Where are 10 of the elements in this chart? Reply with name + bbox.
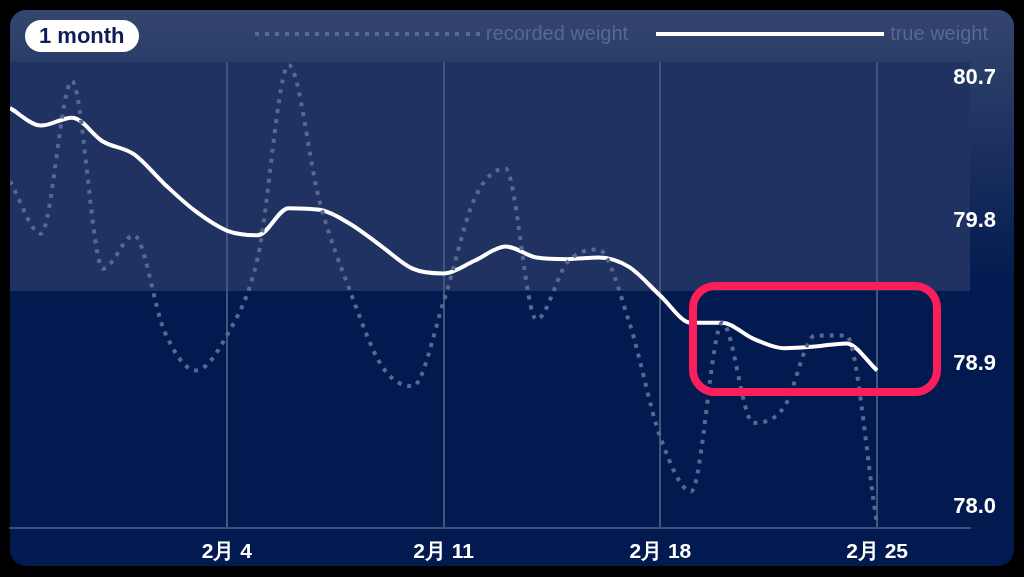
x-tick-label: 2月 18 [629,539,692,563]
line-series [10,106,880,373]
chart-subtitle: 1 month [25,20,139,52]
x-tick-label: 2月 11 [413,539,475,563]
y-tick-label: 78.0 [953,493,996,519]
x-tick-label: 2月 25 [846,539,909,563]
x-tick-label: 2月 4 [201,539,253,563]
y-tick-label: 78.9 [953,350,996,376]
y-tick-label: 79.8 [953,207,996,233]
y-tick-label: 80.7 [953,63,996,89]
